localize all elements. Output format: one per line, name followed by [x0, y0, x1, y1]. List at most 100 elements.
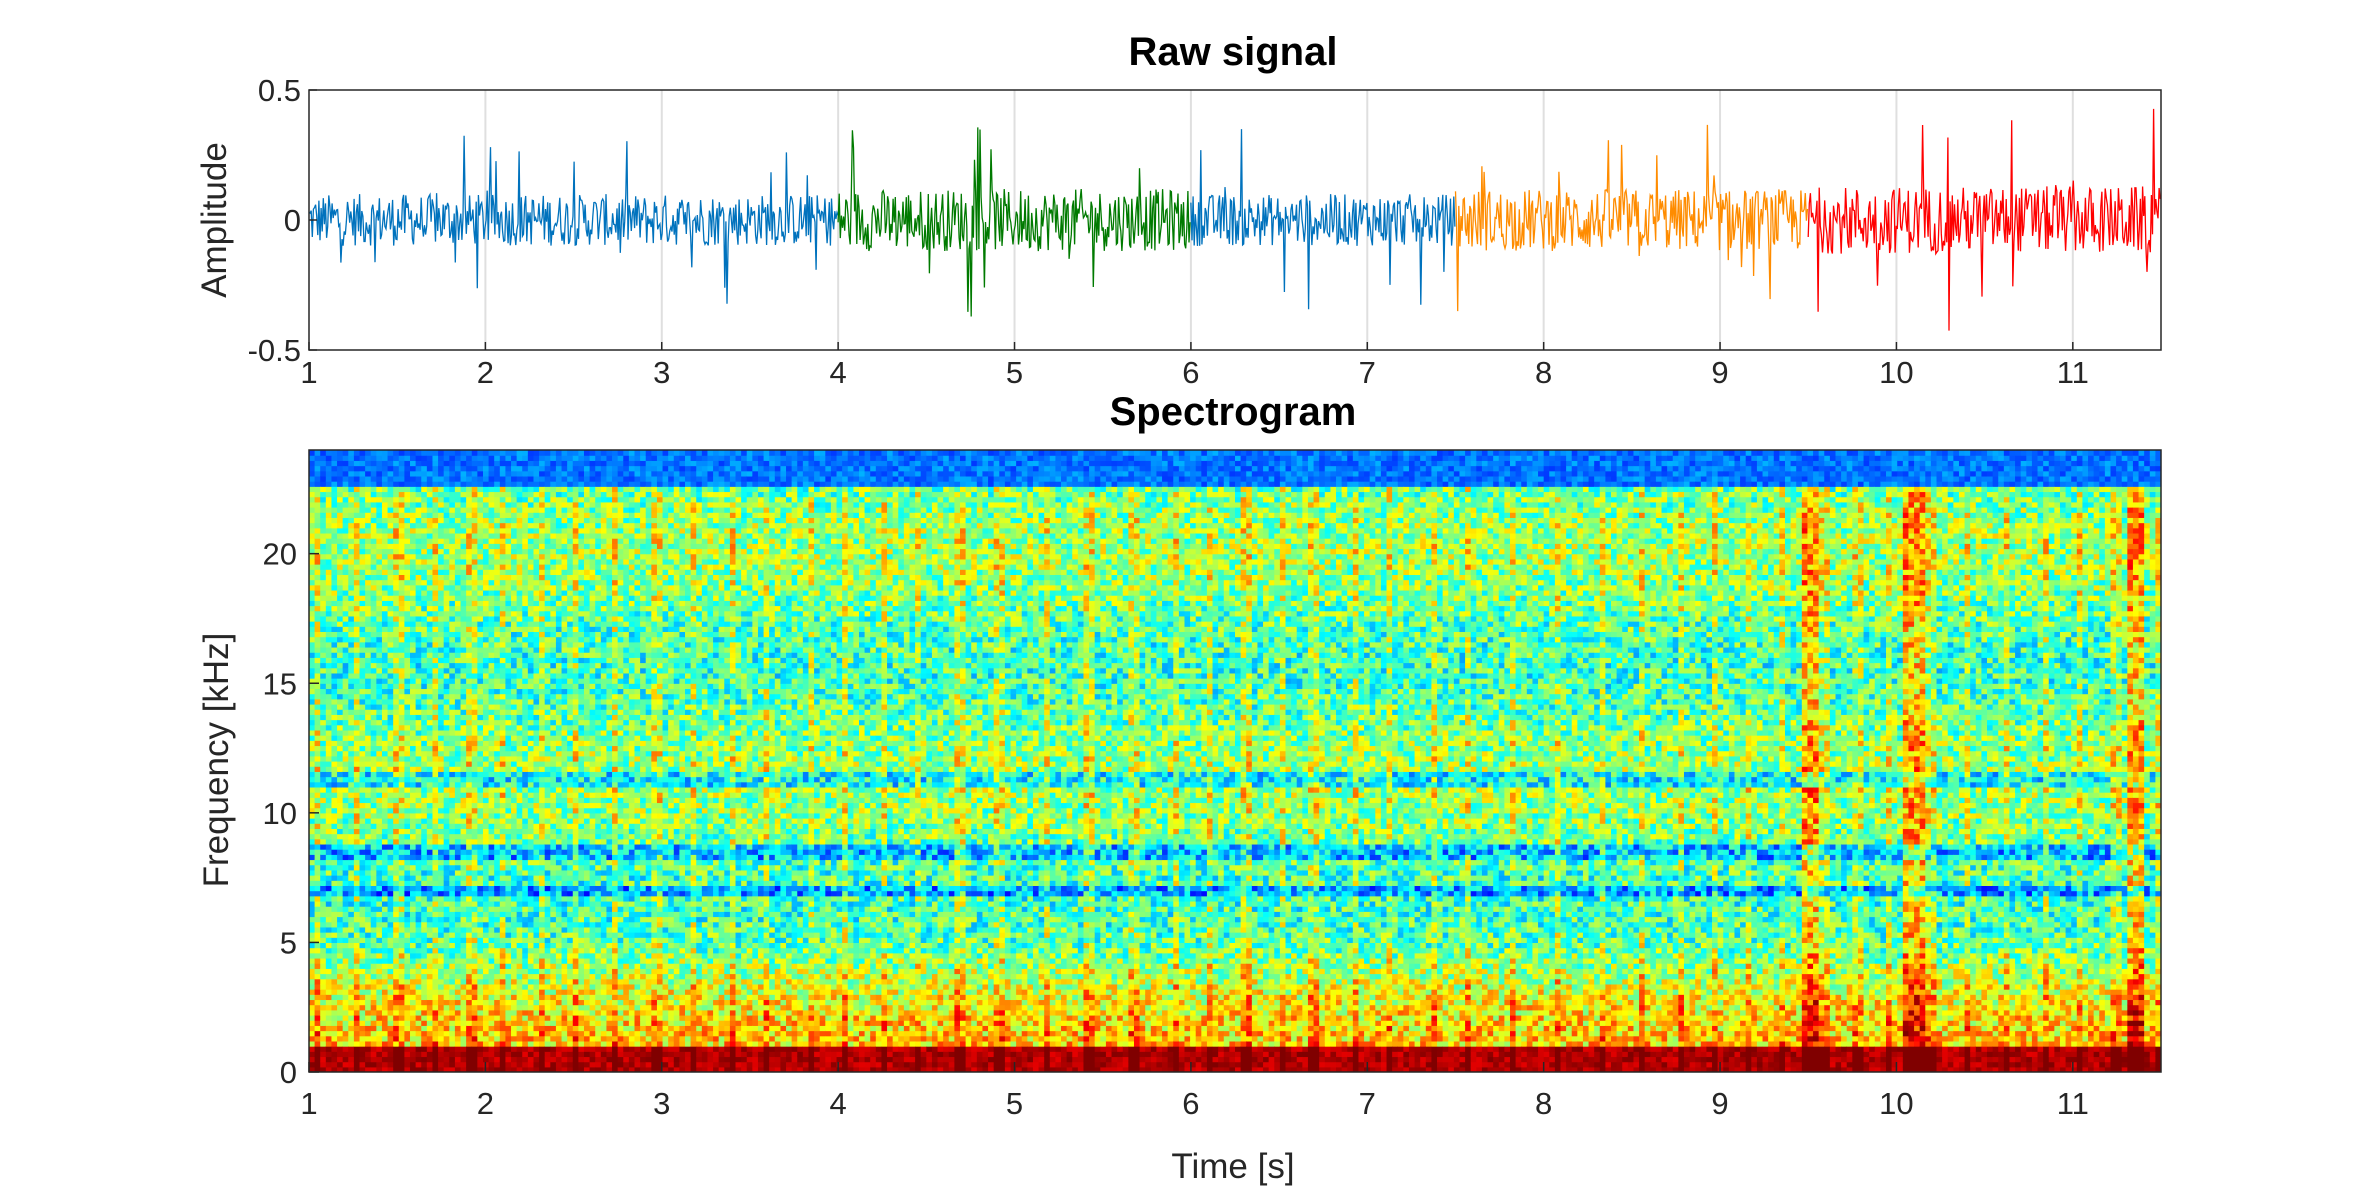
spectrogram-cell — [331, 813, 337, 819]
spectrogram-cell — [360, 730, 366, 736]
spectrogram-cell — [326, 968, 332, 974]
spectrogram-cell — [360, 917, 366, 923]
spectrogram-cell — [315, 616, 321, 622]
spectrogram-cell — [343, 595, 349, 601]
spectrogram-cell — [320, 854, 326, 860]
spectrogram-cell — [326, 554, 332, 560]
spectrogram-cell — [337, 937, 343, 943]
spectrogram-cell — [320, 497, 326, 503]
spectrogram-cell — [326, 538, 332, 544]
spectrogram-cell — [348, 787, 354, 793]
spectrogram-cell — [337, 564, 343, 570]
spectrogram-cell — [326, 880, 332, 886]
spectrogram-cell — [337, 999, 343, 1005]
spectrogram-cell — [326, 922, 332, 928]
spectrogram-cell — [326, 1062, 332, 1068]
spectrogram-cell — [354, 642, 360, 648]
spectrogram-cell — [326, 823, 332, 829]
spectrogram-cell — [360, 901, 366, 907]
spectrogram-cell — [343, 704, 349, 710]
spectrogram-cell — [315, 896, 321, 902]
spectrogram-cell — [331, 720, 337, 726]
spectrogram-cell — [315, 751, 321, 757]
spectrogram-cell — [331, 725, 337, 731]
spectrogram-cell — [326, 631, 332, 637]
spectrogram-cell — [365, 813, 371, 819]
spectrogram-cell — [354, 574, 360, 580]
spectrogram-cell — [320, 678, 326, 684]
spectrogram-cell — [354, 808, 360, 814]
spectrogram-cell — [326, 948, 332, 954]
spectrogram-cell — [337, 989, 343, 995]
spectrogram-cell — [343, 606, 349, 612]
spectrogram-cell — [315, 1036, 321, 1042]
spectrogram-cell — [348, 927, 354, 933]
spectrogram-cell — [337, 1005, 343, 1011]
spectrogram-cell — [348, 580, 354, 586]
spectrogram-cell — [315, 642, 321, 648]
spectrogram-cell — [343, 787, 349, 793]
spectrogram-cell — [348, 491, 354, 497]
raw-signal-ytick-label: 0 — [284, 203, 301, 238]
spectrogram-cell — [309, 616, 315, 622]
spectrogram-cell — [326, 792, 332, 798]
spectrogram-cell — [309, 652, 315, 658]
spectrogram-cell — [343, 497, 349, 503]
spectrogram-cell — [309, 694, 315, 700]
spectrogram-cell — [315, 730, 321, 736]
spectrogram-cell — [348, 953, 354, 959]
spectrogram-cell — [354, 678, 360, 684]
spectrogram-cell — [354, 564, 360, 570]
spectrogram-cell — [309, 948, 315, 954]
spectrogram-cell — [343, 735, 349, 741]
spectrogram-cell — [309, 1062, 315, 1068]
spectrogram-cell — [337, 906, 343, 912]
spectrogram-cell — [337, 714, 343, 720]
spectrogram-cell — [326, 828, 332, 834]
spectrogram-cell — [354, 621, 360, 627]
spectrogram-cell — [343, 989, 349, 995]
spectrogram-cell — [315, 466, 321, 472]
spectrogram-cell — [360, 683, 366, 689]
spectrogram-cell — [331, 709, 337, 715]
spectrogram-cell — [343, 663, 349, 669]
spectrogram-cell — [348, 963, 354, 969]
spectrogram-cell — [337, 1031, 343, 1037]
spectrogram-cell — [348, 906, 354, 912]
spectrogram-cell — [337, 740, 343, 746]
spectrogram-cell — [320, 937, 326, 943]
spectrogram-cell — [348, 642, 354, 648]
spectrogram-cell — [315, 621, 321, 627]
spectrogram-cell — [354, 1062, 360, 1068]
spectrogram-cell — [326, 606, 332, 612]
spectrogram-cell — [309, 621, 315, 627]
spectrogram-cell — [343, 1010, 349, 1016]
spectrogram-cell — [331, 1041, 337, 1047]
spectrogram-cell — [354, 953, 360, 959]
spectrogram-cell — [309, 657, 315, 663]
spectrogram-cell — [309, 906, 315, 912]
spectrogram-cell — [337, 725, 343, 731]
spectrogram-cell — [348, 802, 354, 808]
spectrogram-cell — [337, 673, 343, 679]
spectrogram-cell — [309, 528, 315, 534]
spectrogram-cell — [337, 647, 343, 653]
spectrogram-cell — [365, 1051, 371, 1057]
spectrogram-cell — [348, 813, 354, 819]
spectrogram-cell — [343, 507, 349, 513]
spectrogram-cell — [354, 942, 360, 948]
spectrogram-cell — [337, 1015, 343, 1021]
spectrogram-cell — [365, 792, 371, 798]
spectrogram-cell — [343, 854, 349, 860]
spectrogram-cell — [315, 1031, 321, 1037]
spectrogram-cell — [309, 885, 315, 891]
spectrogram-cell — [309, 460, 315, 466]
spectrogram-cell — [337, 559, 343, 565]
spectrogram-cell — [360, 885, 366, 891]
spectrogram-cell — [365, 1005, 371, 1011]
spectrogram-cell — [326, 932, 332, 938]
spectrogram-cell — [309, 844, 315, 850]
spectrogram-cell — [360, 808, 366, 814]
spectrogram-cell — [360, 663, 366, 669]
spectrogram-cell — [331, 590, 337, 596]
